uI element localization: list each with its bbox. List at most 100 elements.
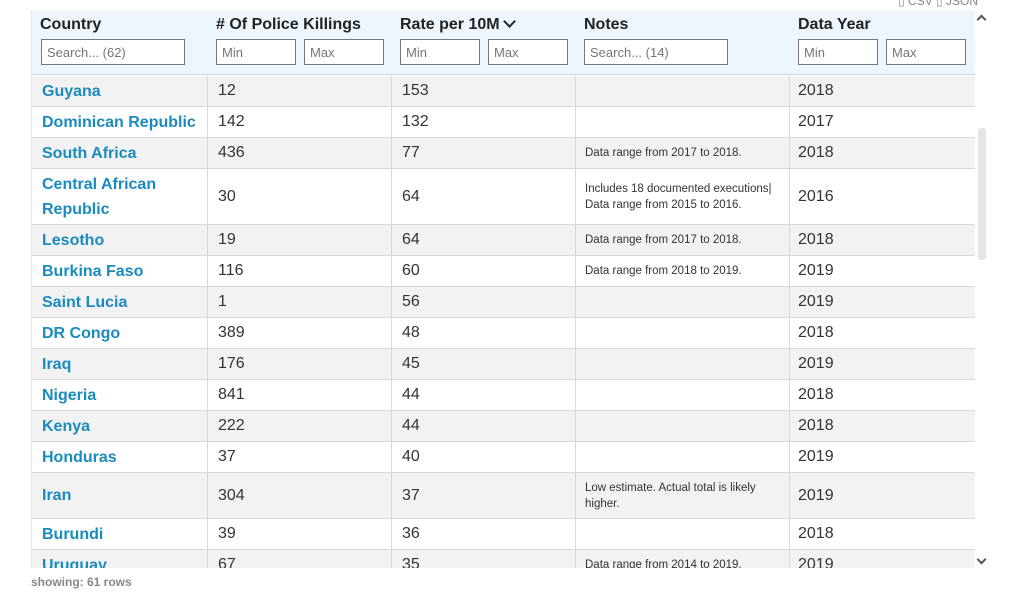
country-cell[interactable]: Nigeria bbox=[32, 380, 208, 410]
country-cell[interactable]: Saint Lucia bbox=[32, 287, 208, 317]
column-notes: Notes bbox=[576, 10, 790, 74]
table-row: Saint Lucia 1 56 2019 bbox=[32, 287, 975, 318]
country-cell[interactable]: Guyana bbox=[32, 76, 208, 106]
country-cell[interactable]: Dominican Republic bbox=[32, 107, 208, 137]
year-min-input[interactable] bbox=[798, 39, 878, 65]
rate-cell: 36 bbox=[392, 519, 576, 549]
notes-cell bbox=[576, 318, 790, 348]
country-cell[interactable]: Burkina Faso bbox=[32, 256, 208, 286]
rate-max-input[interactable] bbox=[488, 39, 568, 65]
country-cell[interactable]: Central African Republic bbox=[32, 169, 208, 224]
chevron-down-icon[interactable] bbox=[502, 15, 516, 28]
rate-min-input[interactable] bbox=[400, 39, 480, 65]
country-cell[interactable]: Burundi bbox=[32, 519, 208, 549]
year-cell: 2018 bbox=[798, 82, 834, 99]
country-cell[interactable]: South Africa bbox=[32, 138, 208, 168]
table-row: Dominican Republic 142 132 2017 bbox=[32, 107, 975, 138]
killings-max-input[interactable] bbox=[304, 39, 384, 65]
table-header: Country # Of Police Killings Rate per 10… bbox=[32, 10, 975, 75]
rate-cell: 35 bbox=[392, 550, 576, 568]
rate-cell: 40 bbox=[392, 442, 576, 472]
rate-cell: 77 bbox=[392, 138, 576, 168]
notes-search-input[interactable] bbox=[584, 39, 728, 65]
year-cell: 2019 bbox=[798, 556, 834, 568]
table-row: Iraq 176 45 2019 bbox=[32, 349, 975, 380]
country-search-input[interactable] bbox=[41, 39, 185, 65]
country-cell[interactable]: Uruguay bbox=[32, 550, 208, 568]
notes-cell bbox=[576, 411, 790, 441]
year-cell: 2019 bbox=[798, 355, 834, 372]
notes-cell bbox=[576, 287, 790, 317]
scrollbar-thumb[interactable] bbox=[978, 128, 986, 260]
table-row: Kenya 222 44 2018 bbox=[32, 411, 975, 442]
killings-cell: 142 bbox=[208, 107, 392, 137]
notes-cell bbox=[576, 519, 790, 549]
country-cell[interactable]: Kenya bbox=[32, 411, 208, 441]
year-cell: 2017 bbox=[798, 113, 834, 130]
country-cell[interactable]: Iran bbox=[32, 473, 208, 518]
table-row: Lesotho 19 64 Data range from 2017 to 20… bbox=[32, 225, 975, 256]
column-header-notes[interactable]: Notes bbox=[584, 16, 629, 33]
rate-cell: 64 bbox=[392, 225, 576, 255]
column-header-killings[interactable]: # Of Police Killings bbox=[216, 16, 361, 33]
killings-cell: 389 bbox=[208, 318, 392, 348]
rate-cell: 60 bbox=[392, 256, 576, 286]
country-cell[interactable]: DR Congo bbox=[32, 318, 208, 348]
column-killings: # Of Police Killings bbox=[208, 10, 392, 74]
table-row: Burkina Faso 116 60 Data range from 2018… bbox=[32, 256, 975, 287]
year-cell: 2019 bbox=[798, 448, 834, 465]
column-header-rate-label: Rate per 10M bbox=[400, 16, 500, 33]
killings-cell: 841 bbox=[208, 380, 392, 410]
year-cell: 2019 bbox=[798, 293, 834, 310]
table-row: South Africa 436 77 Data range from 2017… bbox=[32, 138, 975, 169]
notes-cell: Data range from 2014 to 2019. bbox=[576, 550, 790, 568]
column-year: Data Year bbox=[790, 10, 975, 74]
rate-cell: 56 bbox=[392, 287, 576, 317]
killings-cell: 1 bbox=[208, 287, 392, 317]
notes-cell: Data range from 2018 to 2019. bbox=[576, 256, 790, 286]
table-row: Uruguay 67 35 Data range from 2014 to 20… bbox=[32, 550, 975, 568]
notes-cell: Includes 18 documented executions| Data … bbox=[576, 169, 790, 224]
rate-cell: 45 bbox=[392, 349, 576, 379]
table-row: DR Congo 389 48 2018 bbox=[32, 318, 975, 349]
data-table: Country # Of Police Killings Rate per 10… bbox=[31, 10, 975, 568]
notes-cell bbox=[576, 76, 790, 106]
killings-cell: 116 bbox=[208, 256, 392, 286]
column-header-country[interactable]: Country bbox=[40, 16, 102, 33]
rate-cell: 44 bbox=[392, 380, 576, 410]
column-country: Country bbox=[32, 10, 208, 74]
killings-cell: 304 bbox=[208, 473, 392, 518]
column-rate: Rate per 10M bbox=[392, 10, 576, 74]
country-cell[interactable]: Honduras bbox=[32, 442, 208, 472]
year-max-input[interactable] bbox=[886, 39, 966, 65]
table-row: Iran 304 37 Low estimate. Actual total i… bbox=[32, 473, 975, 519]
country-cell[interactable]: Iraq bbox=[32, 349, 208, 379]
notes-cell bbox=[576, 107, 790, 137]
year-cell: 2019 bbox=[798, 262, 834, 279]
table-row: Nigeria 841 44 2018 bbox=[32, 380, 975, 411]
rate-cell: 132 bbox=[392, 107, 576, 137]
killings-cell: 12 bbox=[208, 76, 392, 106]
country-cell[interactable]: Lesotho bbox=[32, 225, 208, 255]
table-row: Central African Republic 30 64 Includes … bbox=[32, 169, 975, 225]
column-header-year[interactable]: Data Year bbox=[798, 16, 871, 33]
killings-cell: 39 bbox=[208, 519, 392, 549]
notes-cell bbox=[576, 442, 790, 472]
year-cell: 2016 bbox=[798, 187, 834, 205]
row-count-label: showing: 61 rows bbox=[31, 575, 132, 589]
notes-cell bbox=[576, 349, 790, 379]
year-cell: 2018 bbox=[798, 144, 834, 161]
killings-min-input[interactable] bbox=[216, 39, 296, 65]
killings-cell: 19 bbox=[208, 225, 392, 255]
killings-cell: 436 bbox=[208, 138, 392, 168]
year-cell: 2018 bbox=[798, 231, 834, 248]
scroll-up-arrow-icon[interactable] bbox=[976, 12, 987, 25]
rate-cell: 64 bbox=[392, 169, 576, 224]
export-links-partial[interactable]: ▯ CSV ▯ JSON bbox=[898, 0, 978, 8]
scroll-down-arrow-icon[interactable] bbox=[976, 554, 987, 566]
year-cell: 2018 bbox=[798, 417, 834, 434]
killings-cell: 176 bbox=[208, 349, 392, 379]
table-row: Guyana 12 153 2018 bbox=[32, 76, 975, 107]
column-header-rate[interactable]: Rate per 10M bbox=[400, 15, 516, 34]
killings-cell: 30 bbox=[208, 169, 392, 224]
